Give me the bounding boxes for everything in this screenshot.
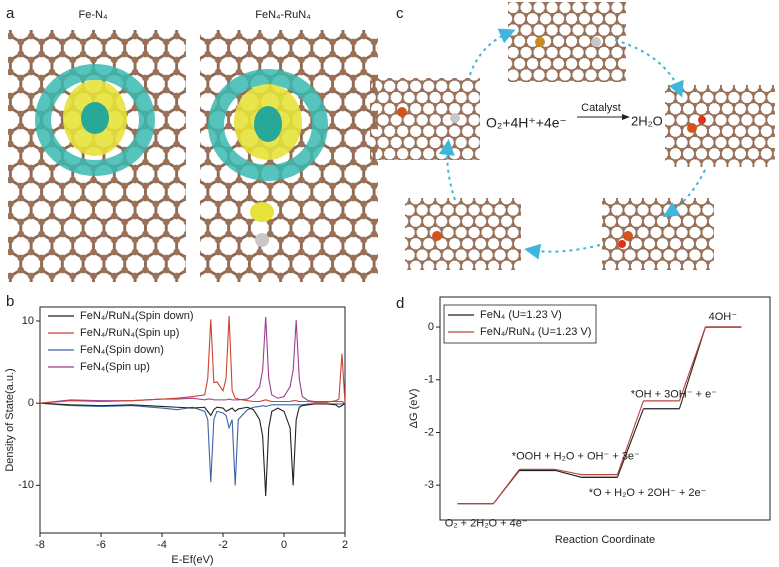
panel-title: FeN₄-RuN₄ [255,9,311,21]
fe-atom [535,37,545,47]
dos-line [39,402,346,486]
connector [616,408,644,478]
density-ring [35,64,155,176]
panel-label: a [6,5,15,22]
y-tick-label: -3 [424,479,434,491]
x-tick-label: 2 [342,539,348,551]
connector [616,400,644,475]
fe-atom [687,123,697,133]
connector [678,326,706,402]
y-tick-label: 0 [428,321,434,333]
lattice [665,85,775,167]
y-axis-label: Density of State(a.u.) [4,368,16,471]
connector [555,469,582,478]
dos-line [39,402,346,497]
arrow [438,139,456,201]
o-atom [698,116,706,124]
structure-image [8,30,186,282]
x-tick-label: -8 [35,539,45,551]
y-tick-label: -10 [18,479,34,491]
panel-label: b [6,293,14,310]
o-atom [618,240,626,248]
step-label: *OH + 3OH⁻ + e⁻ [631,389,717,401]
ru-atom [255,233,269,247]
lattice [508,2,626,82]
y-tick-label: -2 [424,426,434,438]
panel-title: Fe-N₄ [79,9,108,21]
x-tick-label: 0 [281,539,287,551]
y-tick-label: 0 [28,397,34,409]
arrow [662,169,706,218]
legend-box [443,304,597,344]
density-core [81,102,109,134]
arrow [614,39,684,98]
ru-atom [450,113,460,123]
dos-line [39,316,346,404]
step-label: *OOH + H₂O + OH⁻ + 3e⁻ [512,450,640,462]
legend-label: FeN₄/RuN₄ (U=1.23 V) [480,326,591,338]
plot-frame [39,306,346,534]
step-label: O₂ + 2H₂O + 4e⁻ [445,518,528,530]
legend-label: FeN₄/RuN₄(Spin down) [80,310,194,322]
density-blob [250,202,274,222]
cycle-structures [370,2,775,270]
y-axis-label: ΔG (eV) [408,389,420,429]
y-tick-label: -1 [424,374,434,386]
density-core [254,106,282,142]
plot-frame [439,296,771,521]
connector [492,469,520,504]
legend-label: FeN₄ (U=1.23 V) [480,309,562,321]
structure-image [200,30,378,282]
y-tick-label: 10 [22,315,34,327]
legend-label: FeN₄/RuN₄(Spin up) [80,327,179,339]
legend-label: FeN₄(Spin up) [80,361,150,373]
panel-label: c [396,5,404,22]
legend-label: FeN₄(Spin down) [80,344,164,356]
arrow [524,243,601,260]
x-axis-label: Reaction Coordinate [555,534,655,546]
lattice [602,198,714,270]
step-label: *O + H₂O + 2OH⁻ + 2e⁻ [589,487,707,499]
x-tick-label: -2 [218,539,228,551]
fe-atom [432,231,442,241]
x-tick-label: -6 [96,539,106,551]
reaction-product: 2H₂O [631,113,663,128]
dos-line [39,316,346,404]
x-axis-label: E-Ef(eV) [171,554,213,566]
step-label: 4OH⁻ [709,311,738,323]
arrow [469,28,516,76]
lattice [405,198,521,270]
ru-atom [591,37,601,47]
x-tick-label: -4 [157,539,167,551]
fe-atom [397,107,407,117]
lattice [370,78,480,160]
density-ring [208,69,328,181]
connector [555,468,582,476]
reaction-reactants: O₂+4H⁺+4e⁻ [486,115,567,131]
panel-label: d [396,295,404,312]
reaction-catalyst: Catalyst [581,102,621,114]
fe-atom [623,231,633,241]
cycle-arrows [438,28,706,260]
